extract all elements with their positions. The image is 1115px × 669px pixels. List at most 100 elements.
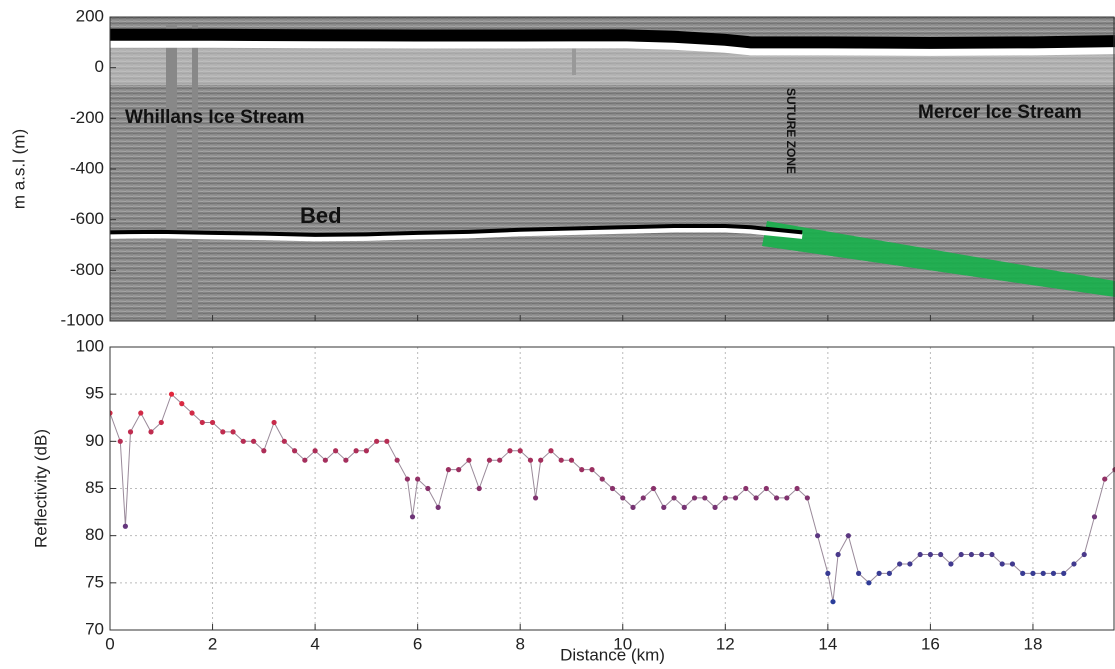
data-point: [250, 438, 257, 444]
data-point: [168, 391, 175, 397]
y-tick-label: 100: [76, 336, 104, 355]
data-point: [363, 448, 369, 454]
data-point: [558, 457, 564, 463]
y-tick-label: -400: [70, 158, 104, 177]
y-tick-label: 70: [85, 619, 104, 638]
data-point: [425, 485, 431, 492]
x-tick-label: 2: [208, 634, 217, 653]
data-point: [1091, 514, 1098, 520]
data-point: [1081, 551, 1087, 558]
data-point: [948, 561, 954, 567]
data-point: [743, 485, 749, 492]
data-point: [456, 467, 462, 473]
data-point: [1030, 570, 1036, 577]
data-point: [630, 504, 636, 510]
y-axis-title: Reflectivity (dB): [31, 429, 50, 548]
data-point: [532, 495, 539, 501]
x-tick-label: 0: [105, 634, 114, 653]
data-point: [856, 570, 862, 577]
y-tick-label: 200: [76, 6, 104, 25]
data-point: [753, 495, 759, 501]
x-tick-label: 14: [818, 634, 837, 653]
data-point: [938, 551, 944, 558]
data-point: [794, 485, 800, 492]
data-point: [179, 401, 185, 407]
data-point: [609, 485, 616, 492]
data-point: [681, 504, 687, 510]
data-gap: [572, 30, 576, 75]
y-tick-label: 80: [85, 525, 104, 544]
data-gap: [192, 25, 198, 321]
data-point: [599, 476, 605, 482]
data-point: [876, 570, 882, 577]
data-point: [763, 485, 769, 492]
data-point: [507, 448, 513, 454]
data-point: [497, 457, 503, 463]
y-tick-label: 90: [85, 431, 104, 450]
data-point: [302, 457, 308, 463]
data-point: [343, 457, 349, 463]
data-point: [968, 551, 975, 558]
data-point: [702, 495, 708, 501]
data-point: [548, 448, 554, 454]
data-point: [620, 495, 626, 501]
y-tick-label: 0: [95, 57, 104, 76]
y-axis-title: m a.s.l (m): [9, 129, 28, 209]
data-point: [384, 438, 390, 444]
data-point: [722, 495, 728, 501]
x-tick-label: 16: [921, 634, 940, 653]
data-point: [127, 429, 134, 435]
data-point: [291, 448, 298, 454]
data-point: [1071, 561, 1077, 567]
reflector: [110, 224, 803, 237]
data-point: [117, 438, 123, 444]
reflector: [110, 28, 1115, 49]
annotation: Whillans Ice Stream: [125, 107, 305, 128]
x-tick-label: 10: [613, 634, 632, 653]
data-point: [886, 570, 892, 577]
data-gap: [166, 25, 177, 321]
data-point: [650, 485, 657, 492]
y-tick-label: -200: [70, 108, 104, 127]
reflectivity-panel: 70 75 80 85 90 95 100 0 2 4 6 8 10 12 14 16 18 Reflectivi…: [31, 336, 1115, 664]
data-point: [568, 457, 575, 463]
data-point: [158, 419, 164, 426]
data-point: [110, 410, 113, 416]
data-point: [322, 457, 328, 463]
data-point: [466, 457, 472, 463]
data-point: [538, 457, 544, 463]
data-point: [394, 457, 400, 463]
data-point: [804, 495, 810, 501]
x-tick-label: 12: [716, 634, 735, 653]
data-point: [1020, 570, 1026, 577]
y-tick-label: 75: [85, 572, 104, 591]
data-point: [732, 495, 739, 501]
data-point: [312, 448, 318, 454]
data-point: [148, 429, 154, 435]
data-point: [927, 551, 934, 558]
annotation: Bed: [300, 203, 342, 228]
data-point: [845, 533, 851, 539]
data-point: [230, 429, 236, 435]
data-point: [999, 561, 1005, 567]
data-point: [138, 410, 144, 416]
data-point: [486, 457, 493, 463]
data-point: [122, 523, 128, 529]
x-tick-label: 4: [310, 634, 319, 653]
data-point: [1040, 570, 1046, 577]
data-point: [517, 448, 523, 454]
data-point: [989, 551, 995, 558]
y-tick-label: -800: [70, 260, 104, 279]
data-point: [671, 495, 677, 501]
data-point: [476, 485, 482, 492]
data-point: [281, 438, 287, 444]
data-point: [527, 457, 534, 463]
y-tick-label: -600: [70, 209, 104, 228]
data-point: [958, 551, 964, 558]
data-point: [404, 476, 410, 482]
data-point: [640, 495, 646, 501]
data-point: [353, 448, 359, 454]
data-point: [1061, 570, 1067, 577]
x-tick-label: 6: [413, 634, 422, 653]
